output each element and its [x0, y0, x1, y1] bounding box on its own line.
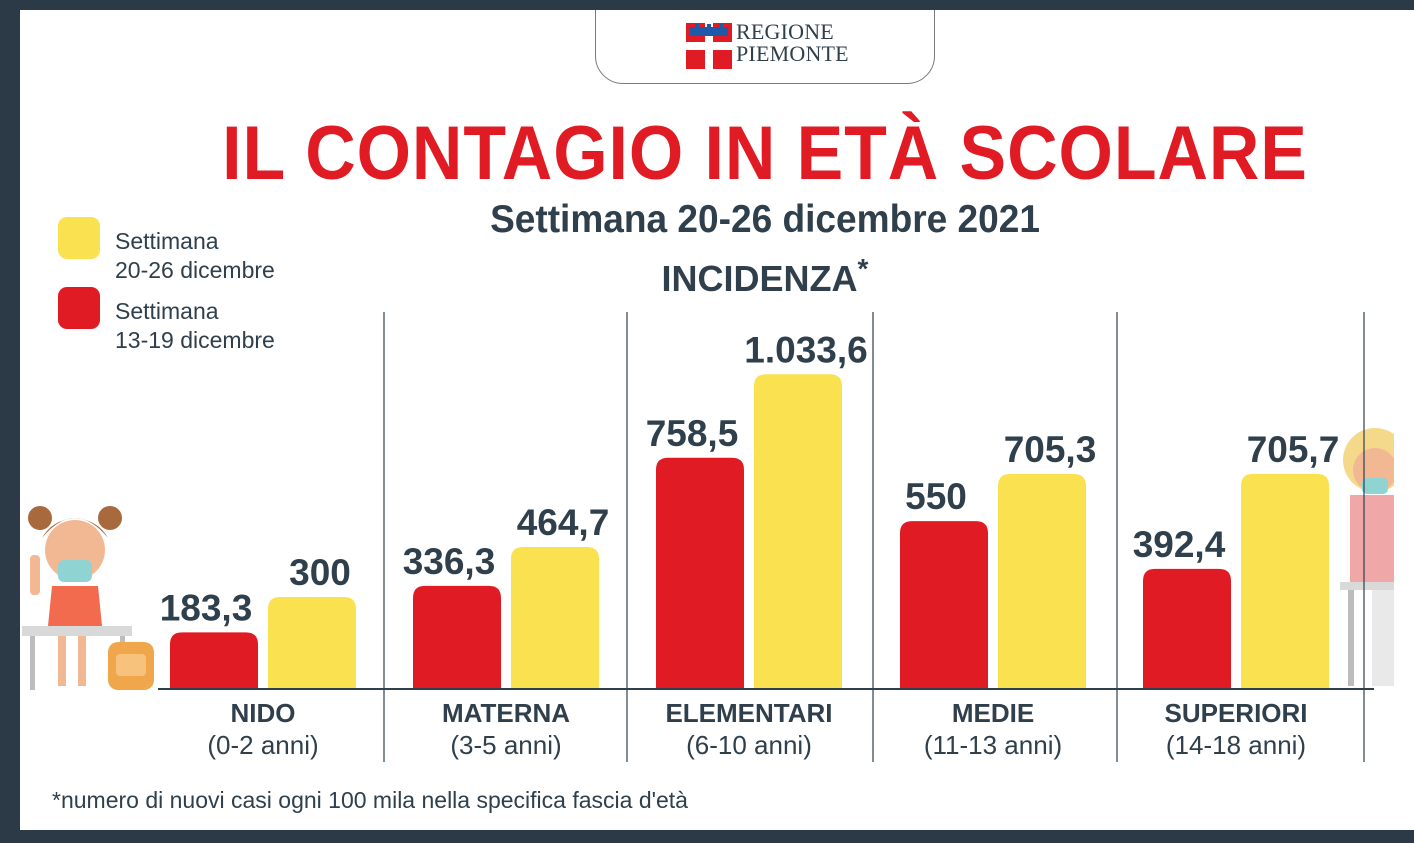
- logo-line-1: REGIONE: [736, 19, 834, 44]
- legend-label-line-1: Settimana: [115, 228, 219, 254]
- category-range-label: (14-18 anni): [1166, 730, 1306, 760]
- logo-tab: REGIONE PIEMONTE: [595, 10, 935, 84]
- bar-current-week: [998, 473, 1086, 688]
- category-range-label: (3-5 anni): [450, 730, 561, 760]
- bar-previous-week: [900, 521, 988, 688]
- bar-value-label: 1.033,6: [744, 329, 867, 370]
- teacher-illustration: [1340, 428, 1394, 686]
- logo-text: REGIONE PIEMONTE: [736, 21, 849, 65]
- girl-student-illustration: [22, 506, 154, 690]
- bar-value-label: 464,7: [517, 502, 610, 543]
- page-subtitle: Settimana 20-26 dicembre 2021: [490, 198, 1040, 241]
- bar-previous-week: [1143, 568, 1231, 688]
- bar-value-label: 550: [905, 476, 967, 517]
- regione-piemonte-logo-icon: [686, 23, 732, 69]
- category-name-label: SUPERIORI: [1164, 698, 1307, 728]
- bar-value-label: 705,3: [1004, 429, 1097, 470]
- bar-previous-week: [170, 632, 258, 688]
- bar-current-week: [268, 596, 356, 688]
- legend-swatch-yellow: [58, 217, 100, 259]
- bar-previous-week: [656, 457, 744, 688]
- category-labels: NIDO(0-2 anni) MATERNA(3-5 anni) ELEMENTAR…: [207, 698, 1307, 760]
- bar-value-label: 300: [289, 552, 351, 593]
- legend-label-line-2: 13-19 dicembre: [115, 327, 275, 353]
- footnote: *numero di nuovi casi ogni 100 mila nell…: [52, 787, 688, 813]
- category-range-label: (11-13 anni): [924, 730, 1062, 760]
- legend-label-line-2: 20-26 dicembre: [115, 257, 275, 283]
- infographic-card: REGIONE PIEMONTE IL CONTAGIO IN ETÀ SCOL…: [20, 10, 1414, 830]
- bar-value-label: 392,4: [1133, 524, 1226, 565]
- metric-footnote-mark: *: [857, 253, 869, 284]
- category-name-label: NIDO: [231, 698, 296, 728]
- category-name-label: MATERNA: [442, 698, 570, 728]
- category-range-label: (6-10 anni): [686, 730, 812, 760]
- bar-value-label: 183,3: [160, 587, 253, 628]
- bar-current-week: [754, 374, 842, 688]
- bar-previous-week: [413, 585, 501, 688]
- logo-line-2: PIEMONTE: [736, 41, 849, 66]
- legend-swatch-red: [58, 287, 100, 329]
- bar-value-label: 705,7: [1247, 429, 1340, 470]
- legend-label-line-1: Settimana: [115, 298, 219, 324]
- bar-chart: 183,3 300 336,3 464,7 758,5 1.033,6 550 705,3 39…: [22, 312, 1394, 762]
- metric-label: INCIDENZA: [661, 258, 858, 299]
- page-title: IL CONTAGIO IN ETÀ SCOLARE: [222, 111, 1308, 196]
- bars: [170, 374, 1329, 688]
- category-dividers: [383, 312, 1365, 762]
- category-name-label: MEDIE: [952, 698, 1034, 728]
- legend-label: Settimana 20-26 dicembre: [115, 227, 275, 285]
- bar-value-label: 758,5: [646, 413, 739, 454]
- category-name-label: ELEMENTARI: [665, 698, 832, 728]
- metric-heading: INCIDENZA*: [20, 253, 1414, 300]
- bar-value-label: 336,3: [403, 541, 496, 582]
- value-labels: 183,3 300 336,3 464,7 758,5 1.033,6 550 705,3 39…: [160, 329, 1340, 628]
- category-range-label: (0-2 anni): [207, 730, 318, 760]
- bar-current-week: [511, 546, 599, 688]
- legend-label: Settimana 13-19 dicembre: [115, 297, 275, 355]
- bar-current-week: [1241, 473, 1329, 688]
